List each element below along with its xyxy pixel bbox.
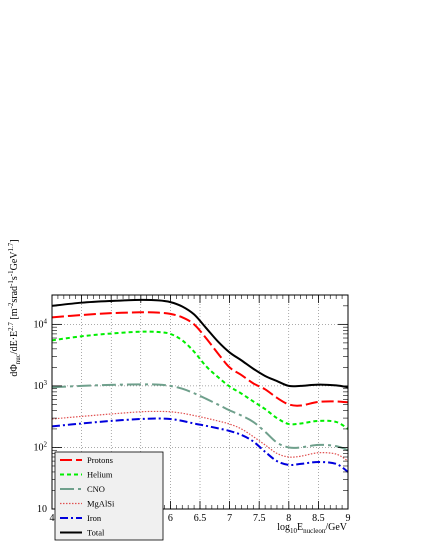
series-line-helium bbox=[51, 330, 349, 430]
x-tick-label: 4 bbox=[50, 513, 55, 524]
x-tick-label: 8.5 bbox=[312, 513, 325, 524]
legend-box bbox=[54, 451, 164, 541]
y-tick-label: 10 bbox=[37, 504, 47, 515]
series-line-mgalsi bbox=[51, 410, 349, 462]
legend-label-helium: Helium bbox=[87, 470, 113, 480]
legend-label-protons: Protons bbox=[87, 455, 113, 465]
x-tick-label: 9 bbox=[346, 513, 351, 524]
series-line-iron bbox=[51, 417, 349, 473]
x-tick-label: 8 bbox=[286, 513, 291, 524]
legend-label-iron: Iron bbox=[87, 513, 102, 523]
y-tick-label: 104 bbox=[34, 317, 48, 330]
legend-label-mgalsi: MgAlSi bbox=[87, 499, 115, 509]
x-tick-label: 6 bbox=[168, 513, 173, 524]
series-lines bbox=[51, 298, 349, 473]
x-tick-label: 6.5 bbox=[194, 513, 207, 524]
y-tick-label: 103 bbox=[34, 379, 48, 392]
series-line-protons bbox=[51, 311, 349, 407]
x-axis-title: log10Enucleon/GeV bbox=[277, 522, 348, 535]
x-tick-label: 7 bbox=[227, 513, 232, 524]
legend-label-total: Total bbox=[87, 528, 105, 538]
x-tick-label: 7.5 bbox=[253, 513, 266, 524]
legend-label-cno: CNO bbox=[87, 484, 105, 494]
legend: Protons Helium CNO MgAlSi Iron Total bbox=[54, 451, 164, 541]
series-line-cno bbox=[51, 383, 349, 452]
y-tick-label: 102 bbox=[34, 440, 48, 453]
y-tick-labels: 10 102 103 104 bbox=[34, 317, 48, 515]
y-axis-title: dΦnuc/dE·E2.7 [m-2srad-1s-1GeV1.7] bbox=[7, 239, 22, 376]
series-line-total bbox=[51, 298, 349, 389]
